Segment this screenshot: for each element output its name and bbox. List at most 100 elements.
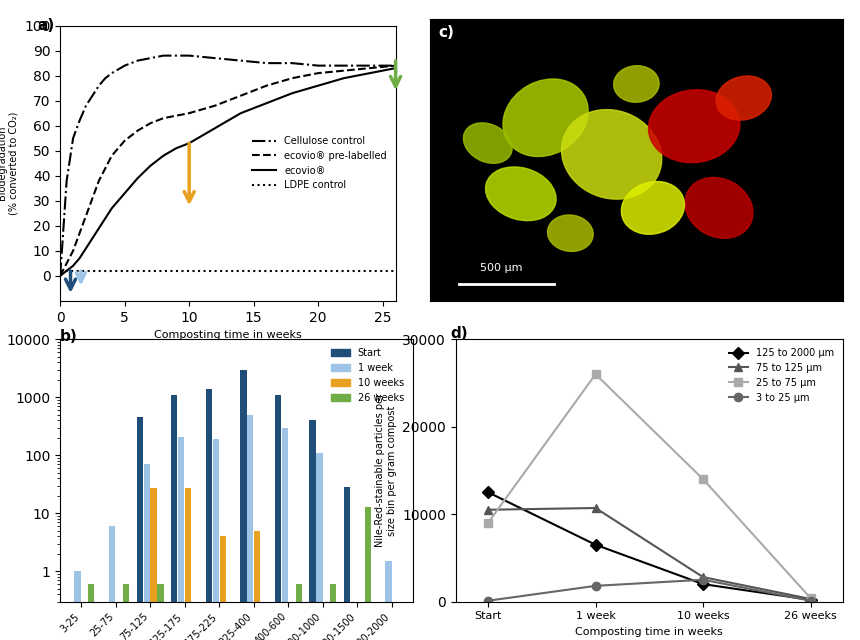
Ellipse shape — [621, 182, 685, 234]
3 to 25 μm — [805, 597, 815, 605]
Bar — [123, 584, 129, 640]
Legend: Start, 1 week, 10 weeks, 26 weeks: Start, 1 week, 10 weeks, 26 weeks — [327, 344, 408, 406]
ecovio® pre-labelled — [68, 247, 78, 255]
Y-axis label: aliphatic-aromatic polyester
particles per gram compost: aliphatic-aromatic polyester particles p… — [0, 402, 1, 539]
ecovio® — [107, 204, 117, 212]
ecovio® — [313, 82, 323, 90]
3 to 25 μm — [483, 597, 494, 605]
ecovio® pre-labelled — [339, 67, 349, 74]
75 to 125 μm — [590, 504, 600, 512]
75 to 125 μm — [483, 506, 494, 513]
Cellulose control — [68, 134, 78, 142]
25 to 75 μm — [590, 371, 600, 378]
ecovio® pre-labelled — [94, 177, 104, 184]
LDPE control — [313, 267, 323, 275]
ecovio® — [120, 189, 130, 197]
Bar — [316, 453, 322, 640]
Text: c): c) — [439, 25, 454, 40]
ecovio® — [55, 272, 65, 280]
Y-axis label: Nile-Red-stainable particles per
size bin per gram compost: Nile-Red-stainable particles per size bi… — [375, 394, 396, 547]
ecovio® pre-labelled — [62, 259, 72, 267]
Bar — [185, 488, 191, 640]
Text: d): d) — [451, 326, 468, 341]
Cellulose control — [171, 52, 181, 60]
Cellulose control — [88, 92, 98, 99]
ecovio® pre-labelled — [261, 82, 272, 90]
ecovio® — [261, 99, 272, 107]
Ellipse shape — [562, 109, 661, 199]
ecovio® pre-labelled — [236, 92, 246, 99]
Cellulose control — [313, 62, 323, 70]
ecovio® — [62, 267, 72, 275]
3 to 25 μm — [697, 576, 708, 584]
Cellulose control — [287, 60, 298, 67]
ecovio® pre-labelled — [145, 119, 156, 127]
ecovio® pre-labelled — [171, 112, 181, 120]
Cellulose control — [145, 54, 156, 62]
ecovio® — [184, 140, 194, 147]
Bar — [74, 572, 81, 640]
75 to 125 μm — [697, 573, 708, 581]
ecovio® — [210, 124, 220, 132]
Text: 500 μm: 500 μm — [480, 262, 522, 273]
Bar — [171, 395, 177, 640]
ecovio® — [132, 174, 143, 182]
Cellulose control — [390, 62, 401, 70]
Ellipse shape — [548, 215, 593, 252]
ecovio® pre-labelled — [75, 229, 85, 237]
Ellipse shape — [685, 177, 753, 238]
Cellulose control — [120, 62, 130, 70]
ecovio® pre-labelled — [158, 115, 169, 122]
Bar — [385, 561, 391, 640]
Ellipse shape — [614, 66, 659, 102]
Bar — [144, 464, 150, 640]
Cellulose control — [100, 74, 110, 82]
Text: b): b) — [60, 329, 78, 344]
ecovio® pre-labelled — [120, 137, 130, 145]
ecovio® — [75, 255, 85, 262]
Cellulose control — [75, 117, 85, 125]
LDPE control — [120, 267, 130, 275]
ecovio® pre-labelled — [81, 212, 91, 220]
ecovio® — [88, 234, 98, 242]
LDPE control — [390, 267, 401, 275]
Line: ecovio®: ecovio® — [60, 68, 396, 276]
ecovio® pre-labelled — [88, 195, 98, 202]
Bar — [109, 526, 115, 640]
Bar — [178, 436, 184, 640]
Cellulose control — [107, 69, 117, 77]
ecovio® pre-labelled — [390, 62, 401, 70]
Cellulose control — [339, 62, 349, 70]
ecovio® pre-labelled — [210, 102, 220, 109]
ecovio® — [236, 109, 246, 117]
ecovio® pre-labelled — [365, 64, 375, 72]
Line: 25 to 75 μm: 25 to 75 μm — [484, 370, 814, 602]
Bar — [310, 420, 316, 640]
Legend: Cellulose control, ecovio® pre-labelled, ecovio®, LDPE control: Cellulose control, ecovio® pre-labelled,… — [249, 132, 390, 195]
Cellulose control — [55, 272, 65, 280]
Bar — [275, 395, 281, 640]
ecovio® — [94, 225, 104, 232]
Ellipse shape — [464, 123, 513, 163]
ecovio® pre-labelled — [287, 74, 298, 82]
Line: 125 to 2000 μm: 125 to 2000 μm — [484, 488, 814, 604]
Line: 3 to 25 μm: 3 to 25 μm — [484, 575, 814, 605]
125 to 2000 μm — [483, 488, 494, 496]
Y-axis label: Biodegradation
(% converted to CO₂): Biodegradation (% converted to CO₂) — [0, 111, 19, 215]
125 to 2000 μm — [805, 596, 815, 604]
ecovio® pre-labelled — [107, 152, 117, 159]
ecovio® — [339, 74, 349, 82]
Cellulose control — [132, 57, 143, 65]
125 to 2000 μm — [590, 541, 600, 548]
Cellulose control — [94, 82, 104, 90]
Bar — [255, 531, 261, 640]
Cellulose control — [365, 62, 375, 70]
Bar — [150, 488, 157, 640]
Line: Cellulose control: Cellulose control — [60, 56, 396, 276]
Cellulose control — [81, 102, 91, 109]
ecovio® — [365, 69, 375, 77]
Cellulose control — [184, 52, 194, 60]
Legend: 125 to 2000 μm, 75 to 125 μm, 25 to 75 μm, 3 to 25 μm: 125 to 2000 μm, 75 to 125 μm, 25 to 75 μ… — [725, 344, 838, 406]
LDPE control — [55, 267, 65, 275]
Ellipse shape — [716, 76, 771, 120]
